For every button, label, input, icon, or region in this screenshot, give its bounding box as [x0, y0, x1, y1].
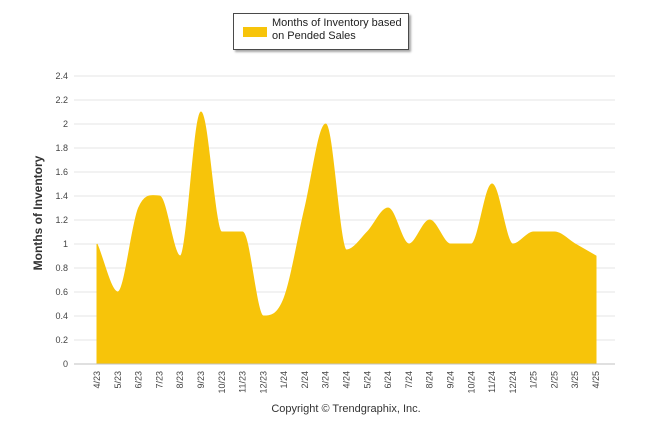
- y-tick-label: 2: [63, 119, 68, 129]
- copyright-text: Copyright © Trendgraphix, Inc.: [271, 403, 421, 415]
- y-tick-label: 0.6: [55, 287, 68, 297]
- y-tick-label: 0: [63, 359, 68, 369]
- x-tick-labels: 4/23 5/23 6/23 7/23 8/23 9/23 10/23 11/23 12/23 1…: [92, 371, 601, 394]
- y-tick-label: 0.8: [55, 263, 68, 273]
- x-tick-label: 7/23: [154, 371, 164, 389]
- legend-swatch: [243, 27, 267, 37]
- x-tick-label: 5/24: [362, 371, 372, 389]
- y-tick-label: 0.4: [55, 311, 68, 321]
- x-tick-label: 7/24: [404, 371, 414, 389]
- x-tick-label: 2/25: [549, 371, 559, 389]
- y-axis-title: Months of Inventory: [31, 155, 45, 271]
- x-tick-label: 8/23: [175, 371, 185, 389]
- y-tick-label: 1.6: [55, 167, 68, 177]
- x-tick-label: 9/23: [196, 371, 206, 389]
- y-tick-label: 2.4: [55, 71, 68, 81]
- y-tick-label: 2.2: [55, 95, 68, 105]
- x-tick-label: 10/23: [217, 371, 227, 394]
- y-tick-label: 1.2: [55, 215, 68, 225]
- x-tick-label: 6/23: [134, 371, 144, 389]
- x-tick-label: 3/24: [321, 371, 331, 389]
- x-tick-label: 5/23: [113, 371, 123, 389]
- x-tick-label: 2/24: [300, 371, 310, 389]
- x-tick-label: 12/24: [508, 371, 518, 394]
- y-tick-label: 1.8: [55, 143, 68, 153]
- x-tick-label: 9/24: [445, 371, 455, 389]
- y-tick-labels: 0 0.2 0.4 0.6 0.8 1 1.2 1.4 1.6 1.8 2 2.2 2.4: [55, 71, 68, 369]
- y-tick-label: 0.2: [55, 335, 68, 345]
- x-tick-label: 11/24: [487, 371, 497, 393]
- series-area-layer: [96, 111, 597, 365]
- x-tick-label: 4/25: [591, 371, 601, 389]
- x-tick-label: 3/25: [570, 371, 580, 389]
- x-tick-label: 12/23: [258, 371, 268, 394]
- x-tick-label: 8/24: [425, 371, 435, 389]
- y-tick-label: 1.4: [55, 191, 68, 201]
- x-tick-label: 11/23: [238, 371, 248, 393]
- series-area: [96, 111, 597, 365]
- y-tick-label: 1: [63, 239, 68, 249]
- x-tick-label: 1/24: [279, 371, 289, 389]
- x-tick-label: 4/23: [92, 371, 102, 389]
- x-tick-label: 1/25: [529, 371, 539, 389]
- legend-label: Months of Inventory based on Pended Sale…: [272, 17, 402, 42]
- x-tick-label: 4/24: [342, 371, 352, 389]
- x-tick-label: 10/24: [466, 371, 476, 394]
- legend[interactable]: Months of Inventory based on Pended Sale…: [233, 13, 409, 50]
- x-tick-label: 6/24: [383, 371, 393, 389]
